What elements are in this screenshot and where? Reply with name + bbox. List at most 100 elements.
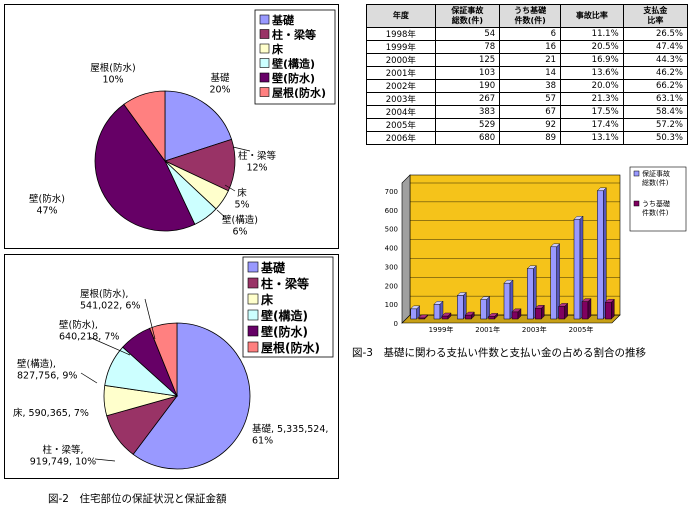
bar: [581, 301, 589, 320]
table-cell: 14: [499, 66, 562, 80]
bar-legend: 保証事故総数(件) うち基礎件数(件): [629, 166, 687, 232]
legend-swatch: [259, 58, 270, 68]
bar-side: [611, 298, 615, 320]
table-cell: 50.3%: [622, 131, 688, 145]
table-cell: 2006年: [366, 131, 436, 145]
legend-entry: 基礎: [260, 260, 286, 275]
bar-side: [541, 304, 545, 320]
table-cell: 21.3%: [560, 92, 624, 106]
table-cell: 17.5%: [560, 105, 624, 119]
y-tick-label: 700: [385, 188, 398, 196]
legend-swatch: [247, 261, 259, 273]
leader-line: [144, 298, 156, 340]
y-tick-label: 200: [385, 282, 398, 290]
bar: [605, 301, 612, 320]
table-cell: 13.6%: [560, 66, 624, 80]
table-cell: 26.5%: [622, 27, 688, 41]
x-tick-label: 2005年: [569, 325, 594, 334]
legend-entry: 壁(構造): [272, 57, 315, 71]
legend-entry: 床: [272, 42, 284, 56]
table-cell: 11.1%: [560, 27, 624, 41]
legend-frame: [629, 166, 687, 232]
bar: [597, 190, 604, 320]
legend-entry: 壁(構造): [261, 308, 308, 323]
table-row: 2004年 383 67 17.5% 58.4%: [366, 105, 688, 119]
bar: [558, 306, 565, 320]
y-tick-label: 600: [385, 207, 398, 215]
column-header: 年度: [366, 4, 436, 28]
pie-chart-top-panel: 基礎 20% 柱・梁等 12% 床 5% 壁(構造) 6% 壁(防水) 47% 屋根(防水) 10% 基…: [4, 4, 339, 249]
table-cell: 20.0%: [560, 79, 624, 93]
legend-swatch: [259, 72, 270, 83]
legend-frame: [242, 256, 334, 358]
table-row: 2000年 125 21 16.9% 44.3%: [366, 53, 688, 67]
table-row: 2006年 680 89 13.1% 50.3%: [366, 131, 688, 145]
slice-label: 柱・梁等, 919,749, 10%: [30, 444, 96, 468]
leader-line: [80, 372, 98, 384]
legend-swatch: [247, 293, 259, 305]
slice-kiso: [164, 90, 233, 162]
bar: [573, 218, 581, 320]
legend-swatch: [259, 29, 270, 39]
slice-label: 床 5%: [234, 187, 249, 211]
bar-chart-panel: 0 100 200 300 400 500 600 700 1999年 2001年 2003年 200…: [352, 163, 688, 340]
table-cell: 2005年: [366, 118, 436, 132]
slice-label: 基礎, 5,335,524, 61%: [252, 423, 328, 447]
bar-side: [587, 298, 592, 320]
bar-side: [494, 312, 498, 320]
table-cell: 190: [434, 79, 501, 93]
legend-swatch: [247, 309, 259, 321]
slice-label: 壁(構造), 827,756, 9%: [17, 358, 77, 382]
legend-entry: 屋根(防水): [261, 340, 320, 355]
pie-chart-bottom-panel: 基礎, 5,335,524, 61% 柱・梁等, 919,749, 10% 床, 590…: [4, 254, 339, 479]
x-tick-label: 1999年: [429, 325, 454, 334]
table-cell: 57: [499, 92, 562, 106]
bar-side: [517, 308, 522, 320]
table-cell: 66.2%: [622, 79, 688, 93]
figure-3-caption: 図-3 基礎に関わる支払い件数と支払い金の占める割合の推移: [352, 347, 646, 359]
table-cell: 67: [499, 105, 562, 119]
y-tick-label: 300: [385, 263, 398, 271]
legend-entry: 屋根(防水): [272, 86, 326, 100]
table-cell: 54: [434, 27, 501, 41]
table-cell: 1998年: [366, 27, 436, 41]
legend-swatch: [247, 341, 259, 353]
table-row: 2003年 267 57 21.3% 63.1%: [366, 92, 688, 106]
y-tick-label: 100: [385, 301, 398, 309]
table-cell: 63.1%: [622, 92, 688, 106]
pie-chart-top: 基礎 20% 柱・梁等 12% 床 5% 壁(構造) 6% 壁(防水) 47% 屋根(防水) 10% 基…: [29, 9, 336, 238]
table-body: 1998年 54 6 11.1% 26.5% 1999年 78 16 20.5% 47.4% 200…: [366, 27, 688, 145]
table-cell: 2003年: [366, 92, 436, 106]
legend-swatch: [633, 200, 640, 207]
plot-wall: [401, 174, 411, 324]
leader-line: [224, 184, 236, 192]
slice-label: 床, 590,365, 7%: [13, 407, 89, 419]
column-header: 支払金 比率: [622, 4, 688, 28]
slice-yane: [123, 90, 166, 163]
bar: [457, 295, 464, 320]
table-row: 2001年 103 14 13.6% 46.2%: [366, 66, 688, 80]
slice-label: 屋根(防水) 10%: [90, 62, 135, 86]
plot-area: [409, 174, 621, 316]
slice-label: 壁(防水) 47%: [29, 193, 65, 217]
table-cell: 2000年: [366, 53, 436, 67]
bar-side: [447, 312, 452, 320]
table-cell: 20.5%: [560, 40, 624, 54]
legend-entry: 柱・梁等: [272, 28, 316, 42]
legend-entry: 壁(防水): [261, 324, 308, 339]
bar: [527, 268, 534, 320]
table-cell: 529: [434, 118, 501, 132]
table-cell: 383: [434, 105, 501, 119]
table-row: 2005年 529 92 17.4% 57.2%: [366, 118, 688, 132]
leader-line: [232, 146, 251, 152]
legend-entry: うち基礎件数(件): [642, 199, 670, 217]
slice-label: 基礎 20%: [209, 72, 230, 96]
legend-entry: 柱・梁等: [261, 276, 309, 291]
table-cell: 267: [434, 92, 501, 106]
bar: [480, 299, 487, 320]
bar: [511, 311, 519, 320]
bar: [441, 315, 449, 320]
y-tick-label: 500: [385, 226, 398, 234]
bar: [503, 282, 511, 320]
